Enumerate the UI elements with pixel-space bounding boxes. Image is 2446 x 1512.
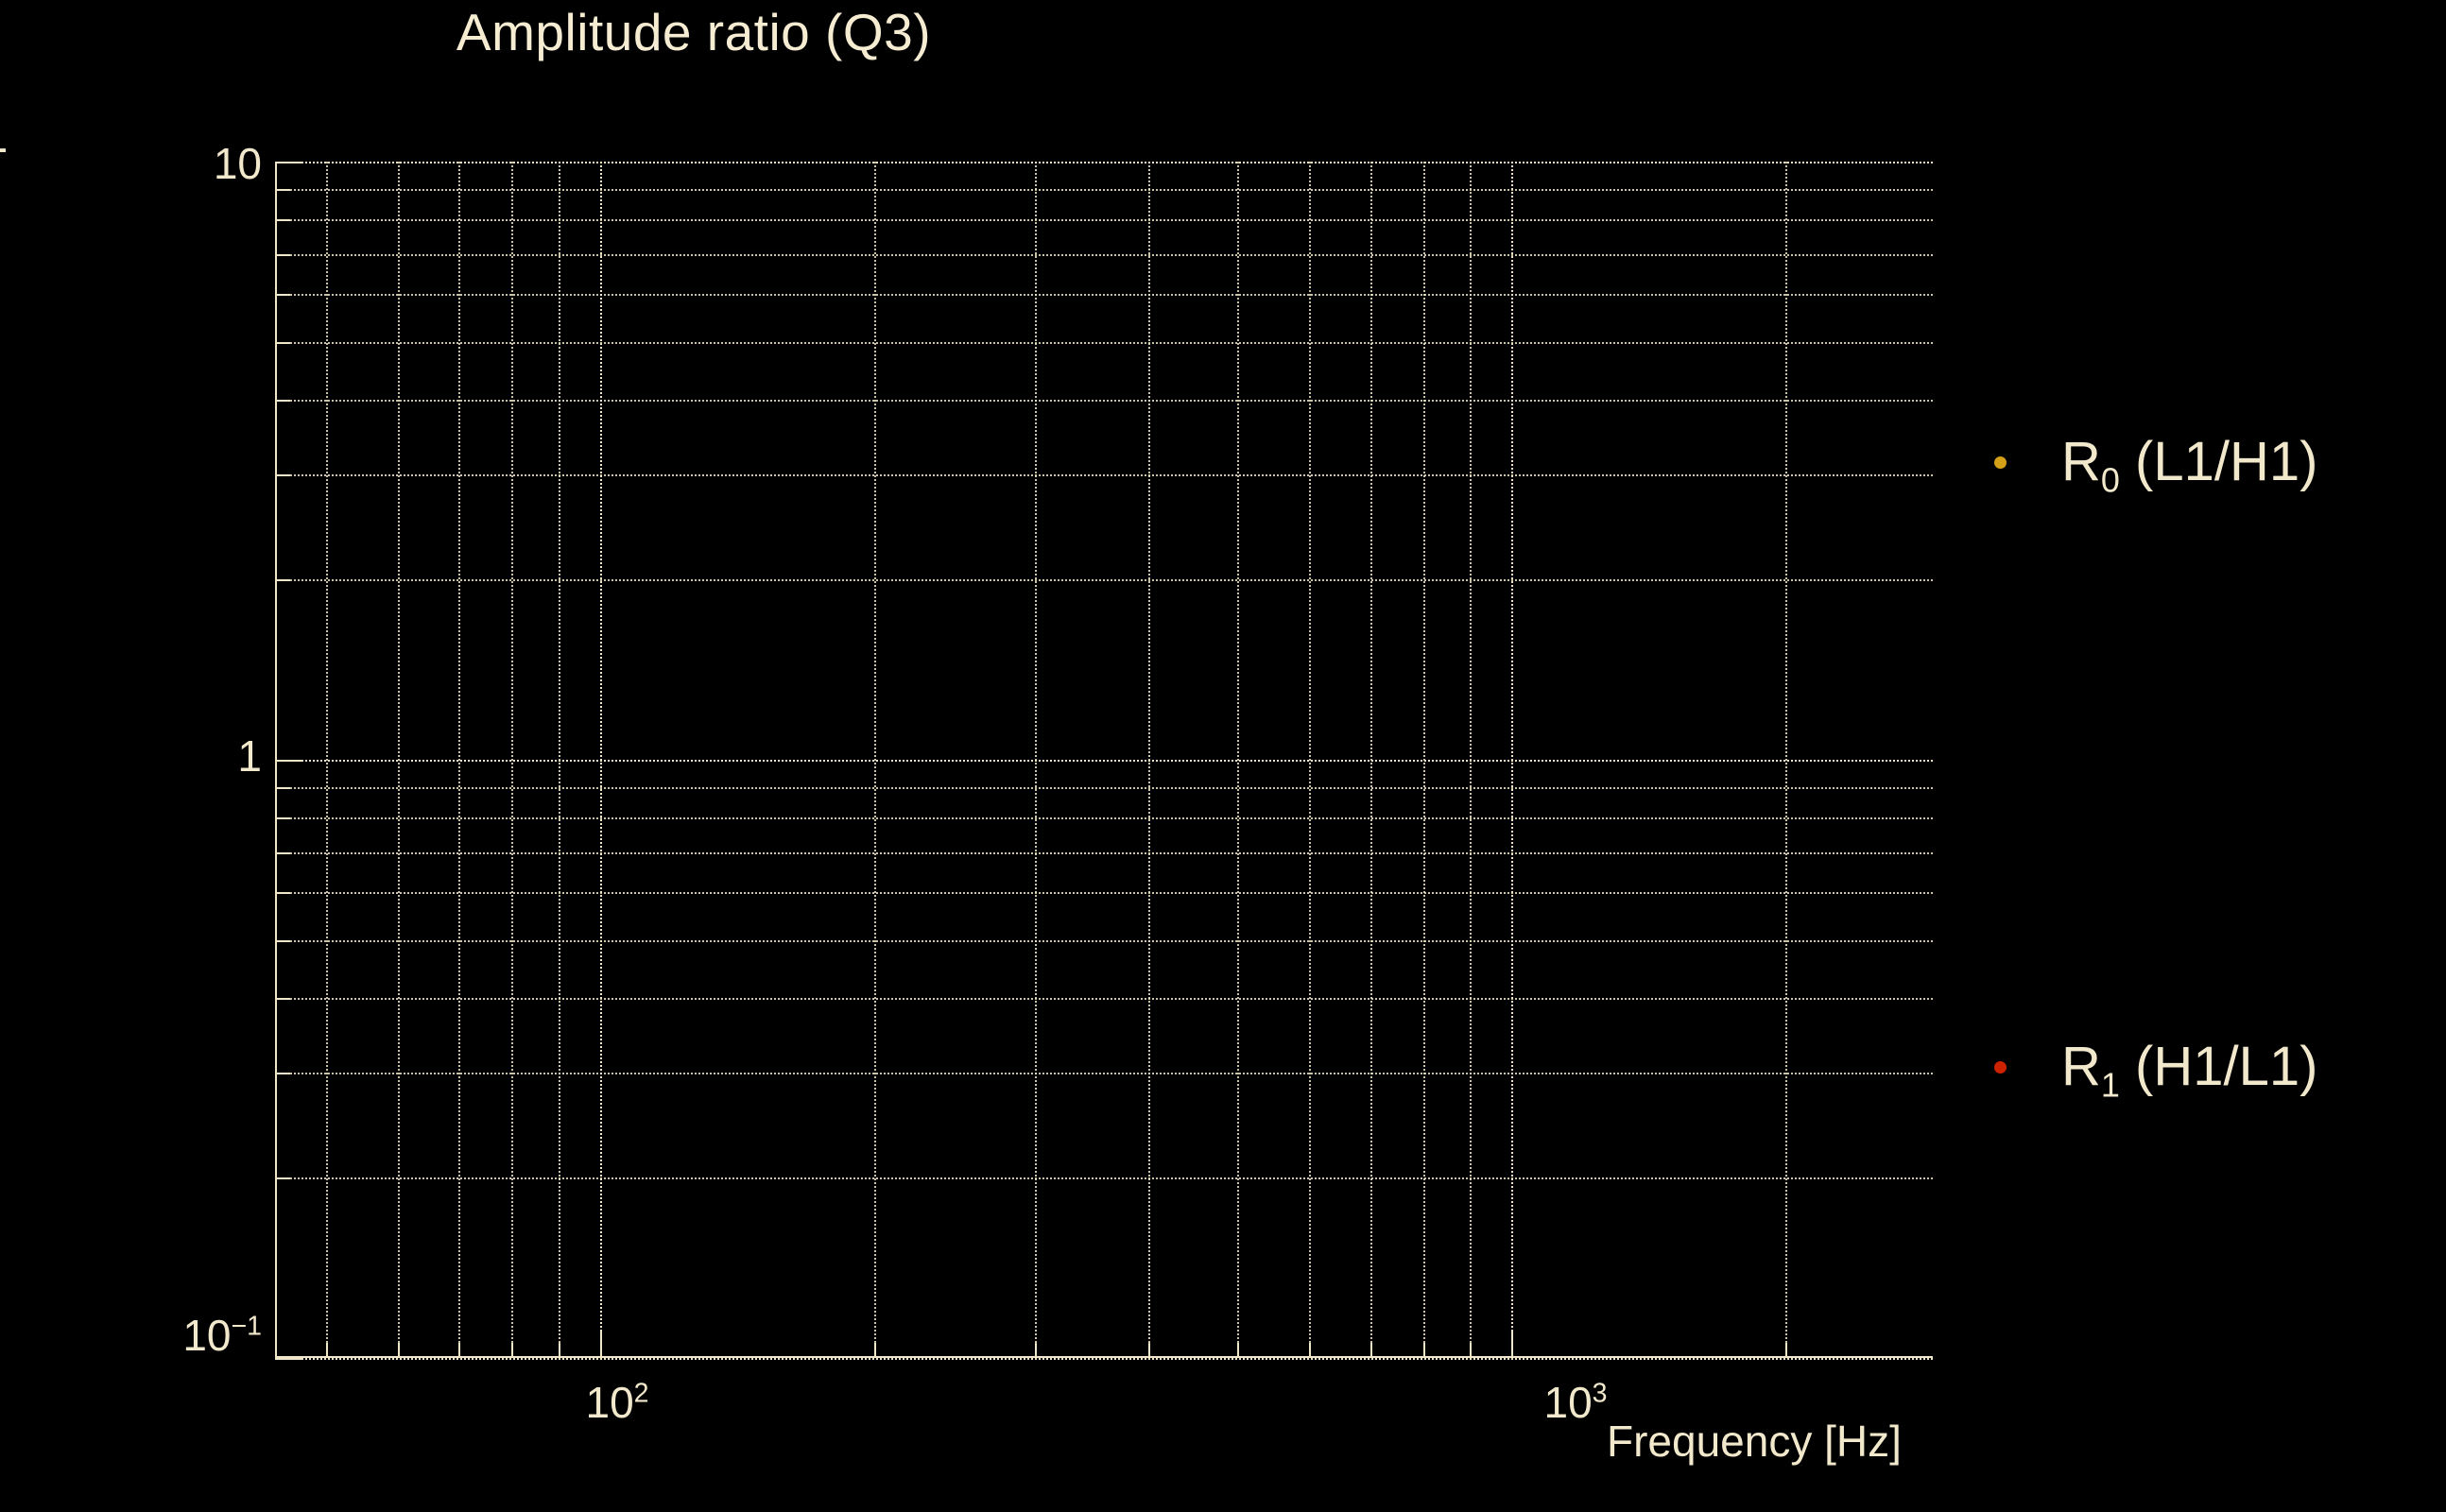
grid-line-y-minor	[275, 341, 1933, 344]
grid-line-y-minor	[275, 817, 1933, 820]
grid-line-x-minor	[511, 162, 514, 1358]
tick-y-major	[275, 162, 303, 163]
y-tick-label-0-1: 10−1	[182, 1311, 262, 1360]
axis-line-left	[275, 162, 277, 1358]
grid-line-x-minor	[1034, 162, 1037, 1358]
tick-x-minor	[874, 1343, 877, 1358]
chart-title: Amplitude ratio (Q3)	[0, 3, 2446, 61]
tick-y-minor	[275, 852, 290, 855]
grid-line-x-minor	[1309, 162, 1312, 1358]
tick-y-minor	[275, 188, 290, 191]
axis-line-bottom	[275, 1356, 1933, 1358]
tick-x-minor	[397, 1343, 400, 1358]
grid-line-x-minor	[397, 162, 400, 1358]
grid-line-x-minor	[1469, 162, 1472, 1358]
grid-line-y-minor	[275, 892, 1933, 895]
tick-y-minor	[275, 892, 290, 895]
legend-entry-r1[interactable]: R1 (H1/L1)	[1994, 1036, 2318, 1105]
grid-line-y-minor	[275, 254, 1933, 257]
y-tick-label-1: 1	[237, 731, 262, 781]
tick-y-minor	[275, 997, 290, 1000]
tick-x-major	[1511, 1330, 1514, 1358]
x-tick-label-100: 102	[585, 1378, 649, 1427]
grid-line-y-major	[275, 760, 1933, 762]
grid-line-y-minor	[275, 399, 1933, 402]
x-tick-label-1000: 103	[1543, 1378, 1608, 1427]
tick-x-minor	[1422, 1343, 1425, 1358]
tick-x-minor	[1034, 1343, 1037, 1358]
tick-x-minor	[1785, 1343, 1788, 1358]
tick-y-minor	[275, 786, 290, 789]
tick-y-minor	[275, 817, 290, 820]
tick-x-minor	[511, 1343, 514, 1358]
tick-y-minor	[275, 399, 290, 402]
tick-y-minor	[275, 294, 290, 297]
legend-marker-r0-dot-icon	[1994, 455, 2007, 469]
grid-line-y-major	[275, 162, 1933, 163]
tick-x-minor	[325, 1343, 328, 1358]
grid-line-y-minor	[275, 294, 1933, 297]
grid-line-x-major	[1511, 162, 1514, 1358]
grid-line-x-minor	[1236, 162, 1239, 1358]
tick-y-minor	[275, 1072, 290, 1074]
grid-line-y-minor	[275, 786, 1933, 789]
plot-area[interactable]	[275, 162, 1933, 1360]
grid-line-x-minor	[458, 162, 461, 1358]
tick-x-minor	[1236, 1343, 1239, 1358]
grid-line-y-major	[275, 1358, 1933, 1360]
tick-x-minor	[1309, 1343, 1312, 1358]
tick-x-minor	[558, 1343, 560, 1358]
tick-y-minor	[275, 579, 290, 582]
x-axis-title: Frequency [Hz]	[1607, 1417, 1902, 1466]
grid-line-y-minor	[275, 939, 1933, 942]
tick-y-minor	[275, 219, 290, 222]
grid-line-x-minor	[1148, 162, 1151, 1358]
y-axis-title: Amplitude ratio	[0, 0, 7, 217]
grid-line-y-minor	[275, 1177, 1933, 1180]
grid-line-x-minor	[1369, 162, 1372, 1358]
tick-y-major	[275, 1358, 303, 1360]
tick-y-major	[275, 760, 303, 762]
grid-line-y-minor	[275, 579, 1933, 582]
tick-y-minor	[275, 473, 290, 476]
tick-y-minor	[275, 1177, 290, 1180]
grid-line-y-minor	[275, 219, 1933, 222]
chart-title-text: Amplitude ratio (Q3)	[456, 3, 932, 61]
grid-line-y-minor	[275, 473, 1933, 476]
legend-marker-r1-dot-icon	[1994, 1060, 2007, 1074]
y-tick-label-10: 10	[213, 139, 262, 188]
grid-line-y-minor	[275, 997, 1933, 1000]
tick-y-minor	[275, 254, 290, 257]
grid-line-x-major	[599, 162, 602, 1358]
grid-line-x-minor	[1422, 162, 1425, 1358]
tick-y-minor	[275, 939, 290, 942]
tick-x-minor	[1148, 1343, 1151, 1358]
grid-line-y-minor	[275, 852, 1933, 855]
tick-x-minor	[1369, 1343, 1372, 1358]
grid-line-x-minor	[325, 162, 328, 1358]
legend-entry-r0[interactable]: R0 (L1/H1)	[1994, 431, 2318, 500]
grid-line-y-minor	[275, 188, 1933, 191]
tick-x-minor	[1469, 1343, 1472, 1358]
grid-line-x-minor	[558, 162, 560, 1358]
tick-x-major	[599, 1330, 602, 1358]
grid-line-x-minor	[874, 162, 877, 1358]
legend-label-r0: R0 (L1/H1)	[2061, 431, 2318, 500]
legend-label-r1: R1 (H1/L1)	[2061, 1036, 2318, 1105]
tick-y-minor	[275, 341, 290, 344]
tick-x-minor	[458, 1343, 461, 1358]
grid-line-x-minor	[1785, 162, 1788, 1358]
grid-line-y-minor	[275, 1072, 1933, 1074]
